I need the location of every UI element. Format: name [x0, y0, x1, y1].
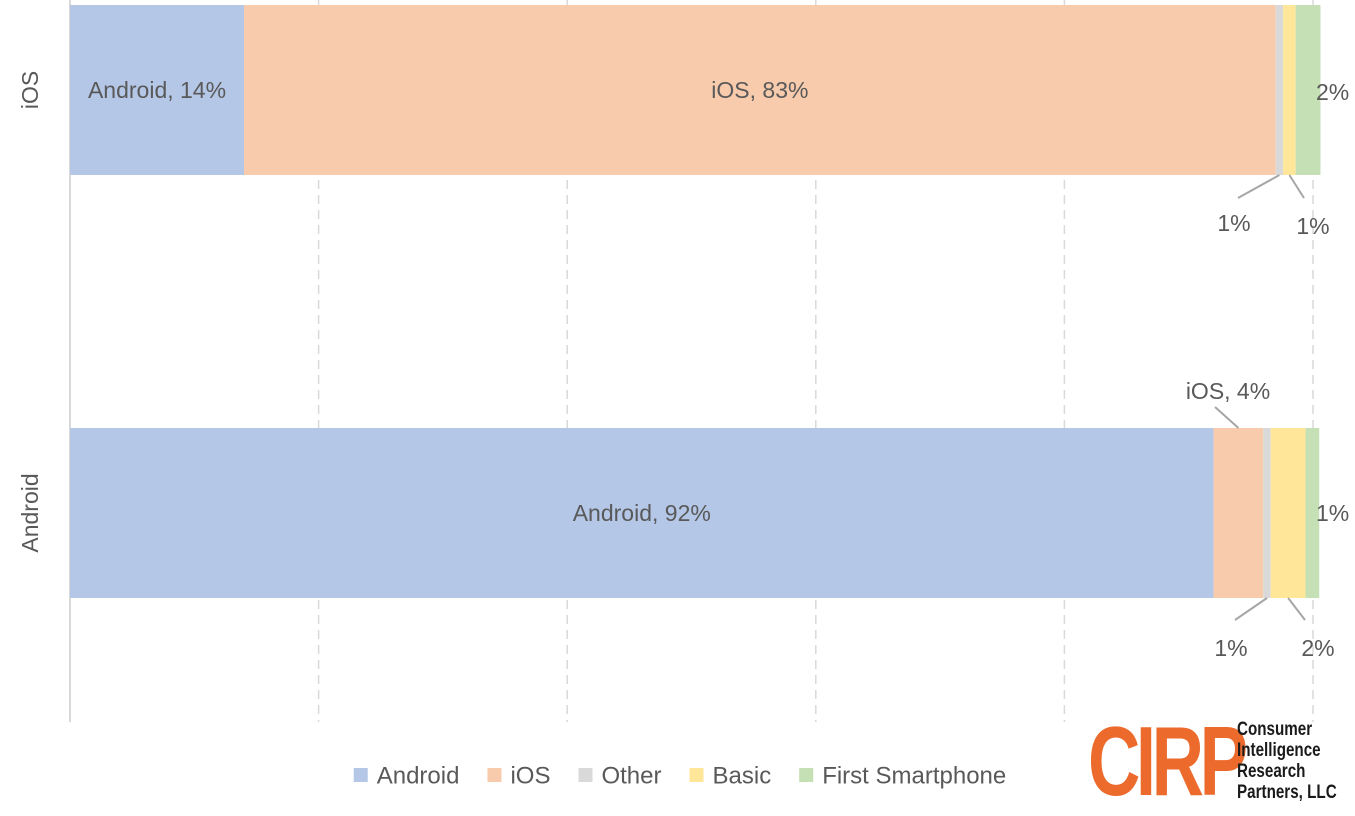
data-labels: Android, 14% iOS, 83% 1% 1% 2% Android, 92% iO… — [88, 77, 1349, 661]
logo-name-line: Research — [1237, 761, 1306, 782]
category-labels: iOS Android — [17, 71, 43, 553]
data-label: 1% — [1296, 213, 1329, 239]
data-label: Android, 14% — [88, 77, 226, 103]
legend-swatch — [353, 768, 368, 782]
bar-1-4 — [1305, 428, 1320, 598]
data-label: 1% — [1214, 635, 1247, 661]
legend-label: Other — [601, 762, 661, 789]
leader-line — [1234, 597, 1268, 621]
bar-0-3 — [1283, 5, 1296, 175]
data-label: 2% — [1301, 635, 1334, 661]
logo-mark: CIRP — [1088, 706, 1248, 816]
data-label: Android, 92% — [573, 500, 711, 526]
legend-label: Android — [377, 762, 460, 789]
logo-name-line: Partners, LLC — [1237, 782, 1337, 803]
category-label: iOS — [17, 71, 43, 109]
legend-swatch — [578, 768, 593, 782]
bar-0-2 — [1275, 5, 1284, 175]
legend-label: First Smartphone — [822, 762, 1006, 789]
bars — [70, 5, 1321, 598]
leader-line — [1287, 597, 1306, 621]
legend-label: iOS — [510, 762, 550, 789]
leader-line — [1237, 174, 1280, 199]
bar-0-1 — [244, 5, 1276, 175]
legend-swatch — [487, 768, 502, 782]
leader-line — [1288, 174, 1305, 199]
bar-1-2 — [1263, 428, 1271, 598]
data-label: iOS, 83% — [711, 77, 808, 103]
legend-swatch — [799, 768, 814, 782]
data-label: 1% — [1316, 500, 1349, 526]
data-label: 1% — [1217, 210, 1250, 236]
leader-line — [1214, 406, 1240, 429]
data-label: iOS, 4% — [1186, 378, 1270, 404]
legend-swatch — [689, 768, 704, 782]
logo-company-name: Consumer Intelligence Research Partners,… — [1237, 719, 1337, 803]
legend-label: Basic — [713, 762, 772, 789]
bar-0-4 — [1295, 5, 1321, 175]
bar-1-1 — [1213, 428, 1264, 598]
legend: Android iOS Other Basic First Smartphone — [353, 762, 1006, 789]
bar-1-0 — [70, 428, 1214, 598]
logo-name-line: Intelligence — [1237, 740, 1321, 761]
data-label: 2% — [1316, 79, 1349, 105]
logo-name-line: Consumer — [1237, 719, 1313, 740]
bar-1-3 — [1270, 428, 1306, 598]
category-label: Android — [17, 473, 43, 552]
cirp-logo: CIRP Consumer Intelligence Research Part… — [1088, 706, 1350, 816]
bar-0-0 — [70, 5, 245, 175]
leader-lines — [1214, 174, 1306, 621]
